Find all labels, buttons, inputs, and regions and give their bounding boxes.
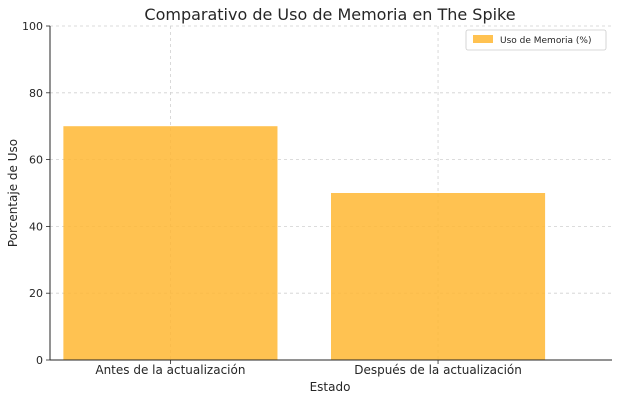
y-tick-label: 100 (22, 20, 43, 33)
legend-box (465, 29, 607, 51)
bars (63, 126, 546, 360)
x-tick-label: Antes de la actualización (95, 363, 245, 377)
x-tick-label: Después de la actualización (354, 363, 522, 377)
y-tick-label: 0 (36, 354, 43, 367)
axes (46, 25, 612, 364)
legend-label: Uso de Memoria (%) (500, 36, 591, 46)
chart-title: Comparativo de Uso de Memoria en The Spi… (144, 5, 515, 24)
bar (331, 193, 546, 360)
x-axis-label: Estado (310, 380, 351, 394)
bar (63, 126, 278, 360)
y-axis-label: Porcentaje de Uso (6, 139, 20, 247)
y-tick-label: 20 (29, 287, 43, 300)
y-tick-label: 40 (29, 220, 43, 233)
y-tick-label: 60 (29, 154, 43, 167)
legend: Uso de Memoria (%) (465, 29, 607, 51)
y-tick-label: 80 (29, 87, 43, 100)
tick-labels: 0 20 40 60 80 100 Antes de la actualización Des… (22, 20, 522, 377)
legend-swatch (473, 35, 493, 43)
